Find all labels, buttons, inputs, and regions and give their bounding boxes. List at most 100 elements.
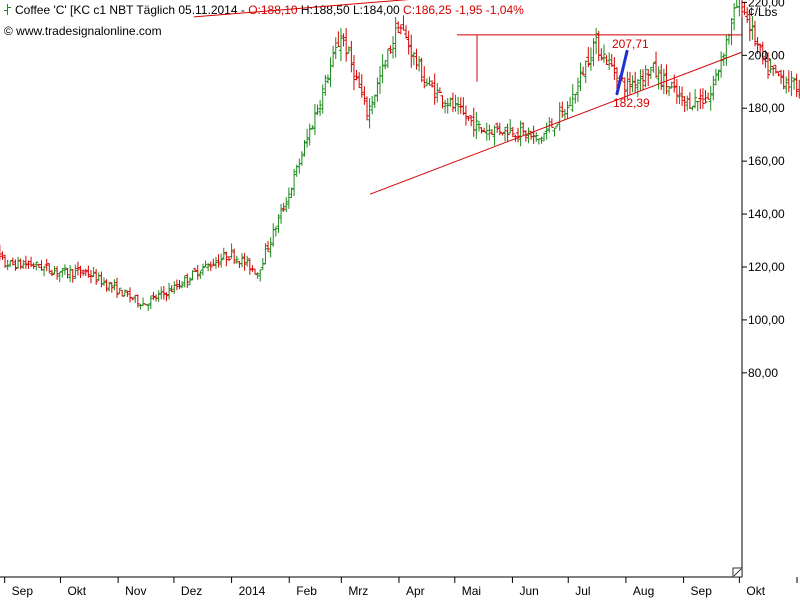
price-bar [463, 105, 468, 126]
price-bar [115, 277, 120, 298]
price-bar [741, 0, 744, 18]
price-bar [521, 122, 526, 136]
price-bar [505, 123, 510, 142]
open-value: O:188,10 [248, 3, 298, 17]
x-tick-label: Jul [575, 584, 590, 598]
price-bar [539, 136, 544, 144]
price-bar [732, 3, 737, 31]
price-bar [578, 62, 583, 92]
price-bar [5, 259, 10, 271]
price-bar [219, 253, 224, 268]
price-bar [375, 77, 380, 102]
price-bar [286, 187, 291, 209]
price-bar [341, 33, 346, 47]
price-bar [57, 271, 62, 283]
price-bar [289, 187, 294, 198]
price-bar [789, 70, 794, 97]
price-bar [695, 100, 700, 112]
price-bar [354, 70, 359, 81]
price-bar [370, 96, 375, 115]
change-value: -1,95 [455, 3, 483, 17]
price-bar [266, 241, 271, 253]
price-bar [656, 66, 661, 90]
price-bar [601, 44, 606, 63]
price-bar [161, 285, 166, 300]
price-bar [380, 54, 385, 84]
price-bar [476, 120, 481, 132]
x-axis: Sep Okt Nov Dez 2014 Feb Mrz Apr Mai Jun Jul Aug Sep… [4, 577, 798, 598]
price-bar [414, 48, 419, 70]
price-bar [729, 18, 734, 46]
price-bar [411, 51, 416, 66]
price-bar [364, 96, 369, 121]
price-bar [747, 11, 752, 42]
price-bar [177, 280, 182, 289]
price-bar [21, 259, 26, 269]
price-bar [685, 95, 690, 111]
price-bar [638, 69, 643, 91]
price-bar [336, 31, 341, 47]
price-bar [323, 75, 328, 96]
price-bar [29, 256, 34, 268]
price-bar [581, 66, 586, 76]
price-bar [226, 256, 231, 262]
price-bar [401, 15, 406, 31]
price-bar [627, 71, 632, 95]
price-bar [250, 265, 255, 272]
price-bar [91, 266, 96, 278]
price-bar [654, 51, 659, 78]
price-bar [135, 294, 140, 308]
price-bar [633, 71, 638, 94]
price-bar [625, 71, 630, 100]
price-bar [78, 265, 83, 278]
price-bar [211, 258, 216, 266]
price-bar [646, 68, 651, 87]
price-bar [586, 46, 591, 68]
x-tick-label: Dez [181, 584, 202, 598]
x-tick-label: Sep [691, 584, 713, 598]
price-bar [591, 38, 596, 67]
price-bar [461, 97, 466, 116]
price-bar [253, 268, 258, 275]
price-bar [292, 168, 297, 197]
price-bar [245, 255, 250, 267]
y-tick-label: 220,00 [748, 0, 785, 9]
price-bar [146, 303, 151, 311]
price-bar [677, 86, 682, 105]
price-bar [409, 34, 414, 68]
price-bar [47, 263, 52, 274]
price-bar [667, 86, 672, 97]
price-bar [565, 101, 570, 119]
price-bar [125, 290, 130, 297]
price-bar [560, 101, 565, 118]
price-bar [594, 27, 599, 55]
price-bar [607, 52, 612, 70]
price-bar [388, 45, 393, 54]
price-bar [482, 127, 487, 133]
price-bar [450, 92, 455, 113]
price-bar [36, 263, 41, 268]
price-bar [523, 130, 528, 142]
price-bar [86, 265, 91, 278]
price-bar [331, 45, 336, 68]
unit-label: ¢/Lbs [748, 5, 778, 19]
price-bar [273, 226, 278, 237]
price-bar [427, 76, 432, 86]
price-bar [73, 264, 78, 280]
price-bar [174, 279, 179, 291]
price-bar [755, 37, 760, 55]
price-bar [302, 140, 307, 157]
price-bar [159, 286, 164, 300]
price-bar [232, 248, 237, 265]
price-bar [281, 202, 286, 212]
trend-lines [193, 0, 743, 195]
source-credit: © www.tradesignalonline.com [4, 24, 162, 38]
price-bar [351, 55, 356, 91]
price-bar [583, 60, 588, 84]
price-bar [55, 266, 60, 280]
price-bar [312, 103, 317, 136]
price-bar [65, 267, 70, 279]
price-bar [143, 303, 148, 306]
price-bar [268, 237, 273, 258]
price-bar [10, 257, 15, 266]
